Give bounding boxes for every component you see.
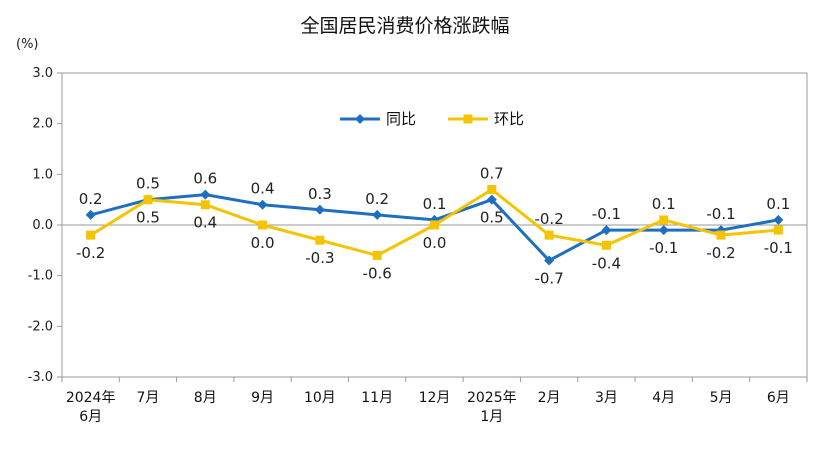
data-label-mom: 0.0 [423, 234, 447, 252]
data-labels: 0.2 0.5 0.6 0.4 0.3 0.2 0.1 0.5 -0.7 -0.1 -0.1 -0.1… [76, 165, 793, 288]
series-markers [85, 185, 784, 266]
data-point-yoy [601, 225, 612, 236]
data-point-yoy [773, 214, 784, 225]
data-point-yoy [486, 194, 497, 205]
y-tick-label: 1.0 [32, 167, 53, 182]
data-label-yoy: 0.4 [251, 180, 275, 198]
legend: 同比 环比 [340, 110, 524, 128]
data-point-mom [601, 240, 611, 250]
data-label-yoy: 0.2 [79, 190, 103, 208]
data-label-yoy: -0.1 [592, 205, 621, 223]
data-label-yoy: 0.6 [193, 170, 217, 188]
data-point-mom [659, 215, 669, 225]
legend-marker [355, 114, 365, 124]
y-axis: 3.0 2.0 1.0 0.0 -1.0 -2.0 -3.0 [28, 66, 62, 385]
data-label-mom: -0.6 [363, 264, 392, 282]
data-point-yoy [314, 204, 325, 215]
y-axis-unit-label: (%) [16, 37, 39, 52]
legend-label: 环比 [494, 110, 524, 128]
legend-label: 同比 [386, 110, 416, 128]
data-label-mom: -0.2 [76, 244, 105, 262]
x-tick-label: 7月 [137, 390, 160, 406]
x-tick-label: 2月 [538, 390, 561, 406]
x-tick-label: 12月 [419, 390, 451, 406]
data-label-mom: 0.4 [193, 214, 217, 232]
data-point-yoy [658, 225, 669, 236]
x-tick-label: 4月 [652, 390, 675, 406]
x-tick-label: 8月 [194, 390, 217, 406]
legend-marker [463, 114, 473, 124]
data-point-mom [773, 225, 783, 235]
data-point-yoy [200, 189, 211, 200]
data-label-yoy: -0.1 [649, 239, 678, 257]
data-label-yoy: -0.1 [706, 205, 735, 223]
data-point-mom [487, 185, 497, 195]
data-point-yoy [85, 209, 96, 220]
chart-title: 全国居民消费价格涨跌幅 [300, 15, 509, 37]
data-point-yoy [372, 209, 383, 220]
x-tick-label: 5月 [710, 390, 733, 406]
data-label-yoy: 0.3 [308, 185, 332, 203]
y-tick-label: 3.0 [32, 66, 53, 81]
data-point-mom [544, 230, 554, 240]
x-tick-label: 11月 [361, 390, 393, 406]
data-point-mom [143, 195, 153, 205]
data-point-mom [372, 250, 382, 260]
data-point-mom [258, 220, 268, 230]
data-point-mom [200, 200, 210, 210]
data-label-yoy: 0.2 [365, 190, 389, 208]
data-label-mom: -0.2 [706, 244, 735, 262]
data-label-yoy: 0.5 [136, 175, 160, 193]
data-point-yoy [257, 199, 268, 210]
y-tick-label: -1.0 [28, 269, 53, 284]
data-label-mom: 0.7 [480, 165, 504, 183]
x-tick-label: 3月 [595, 390, 618, 406]
data-label-yoy: 0.1 [423, 195, 447, 213]
x-tick-label: 2024年 6月 [66, 390, 116, 425]
data-point-mom [86, 230, 96, 240]
data-point-mom [315, 235, 325, 245]
x-tick-label: 10月 [304, 390, 336, 406]
data-label-yoy: 0.5 [480, 209, 504, 227]
y-tick-label: -3.0 [28, 370, 53, 385]
data-label-mom: -0.2 [534, 210, 563, 228]
data-point-mom [430, 220, 439, 230]
y-tick-label: 0.0 [32, 218, 53, 233]
data-label-yoy: 0.1 [766, 195, 790, 213]
x-tick-label: 6月 [767, 390, 790, 406]
data-label-mom: 0.5 [136, 209, 160, 227]
data-label-mom: -0.4 [592, 254, 621, 272]
y-tick-label: 2.0 [32, 117, 53, 132]
data-point-mom [716, 230, 726, 240]
data-label-mom: -0.1 [764, 239, 793, 257]
y-tick-label: -2.0 [28, 319, 53, 334]
data-label-mom: -0.3 [305, 249, 334, 267]
x-tick-label: 2025年 1月 [467, 390, 517, 425]
data-point-yoy [544, 255, 555, 266]
data-label-yoy: -0.7 [534, 269, 563, 287]
x-axis: 2024年 6月 7月 8月 9月 10月 11月 12月 2025年 1月 2月 3月 4月 5月 6月 [61, 377, 808, 425]
data-label-mom: 0.1 [652, 195, 676, 213]
x-tick-label: 9月 [251, 390, 274, 406]
data-label-mom: 0.0 [251, 234, 275, 252]
